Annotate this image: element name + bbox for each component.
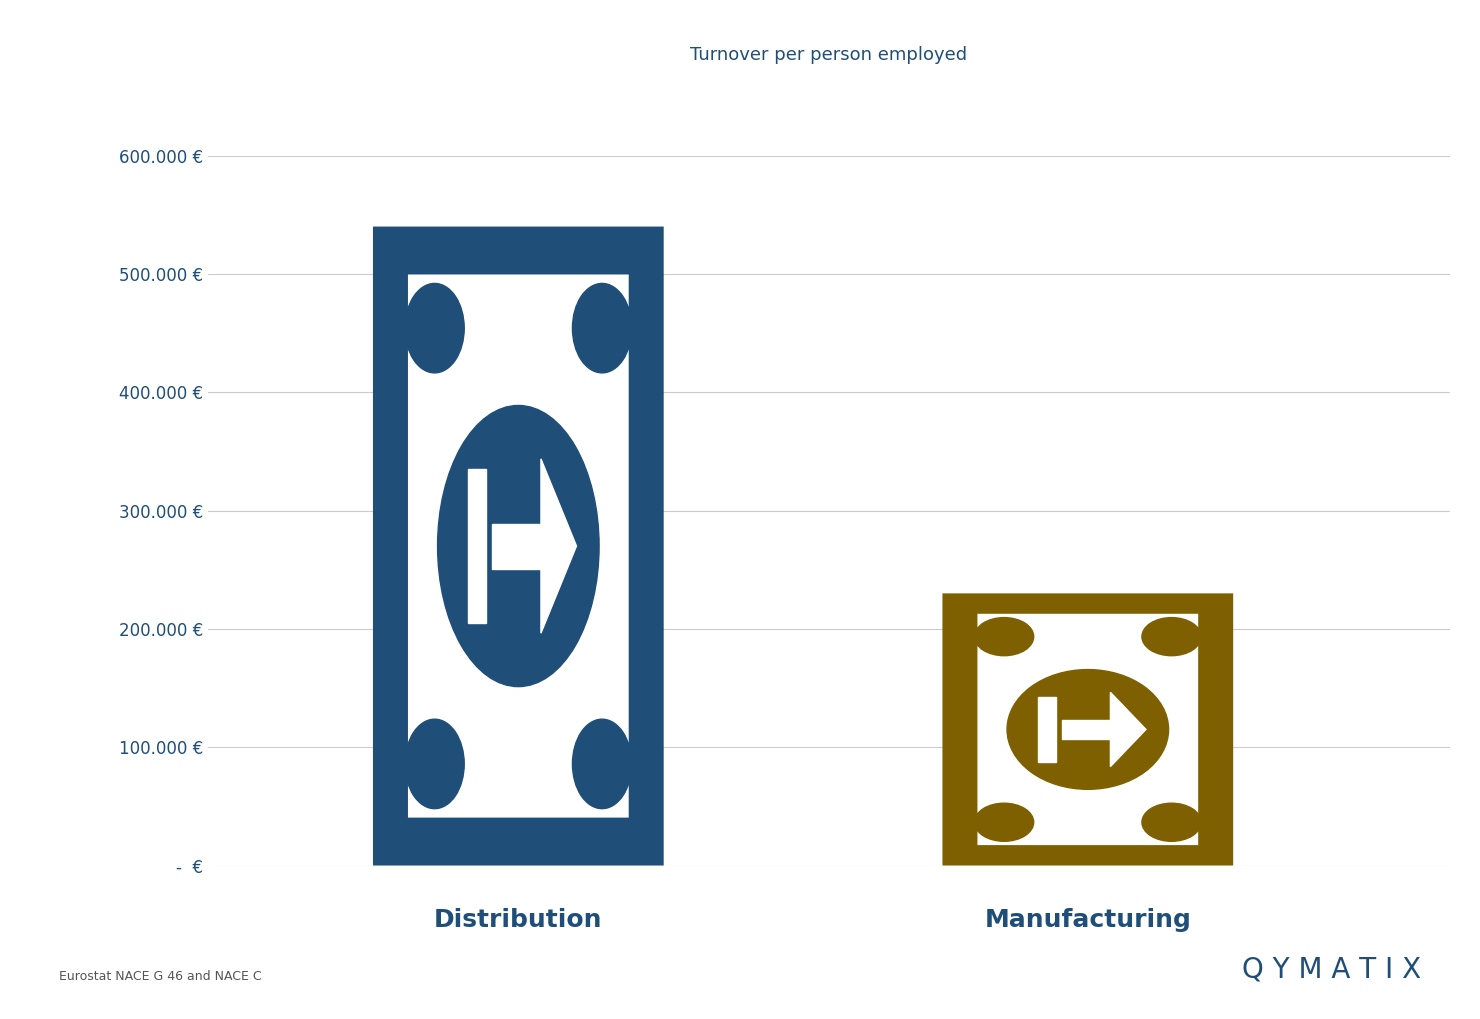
Ellipse shape — [573, 719, 632, 809]
FancyBboxPatch shape — [977, 613, 1199, 845]
Bar — [1037, 697, 1055, 762]
Bar — [468, 469, 485, 624]
Ellipse shape — [974, 618, 1033, 655]
Polygon shape — [542, 459, 577, 633]
Ellipse shape — [573, 283, 632, 373]
Text: Eurostat NACE G 46 and NACE C: Eurostat NACE G 46 and NACE C — [59, 970, 262, 983]
FancyBboxPatch shape — [408, 274, 629, 817]
FancyBboxPatch shape — [373, 226, 663, 865]
Ellipse shape — [1006, 669, 1169, 790]
Text: Q Y M A T I X: Q Y M A T I X — [1242, 956, 1421, 983]
Bar — [1063, 719, 1114, 739]
Ellipse shape — [1143, 803, 1202, 842]
Ellipse shape — [406, 719, 465, 809]
Ellipse shape — [974, 803, 1033, 842]
Bar — [493, 524, 545, 569]
FancyBboxPatch shape — [943, 593, 1233, 865]
Text: Manufacturing: Manufacturing — [984, 909, 1191, 932]
Polygon shape — [1110, 692, 1146, 766]
Text: Distribution: Distribution — [434, 909, 602, 932]
Ellipse shape — [1143, 618, 1202, 655]
Title: Turnover per person employed: Turnover per person employed — [690, 46, 968, 63]
Ellipse shape — [438, 406, 599, 687]
Ellipse shape — [406, 283, 465, 373]
